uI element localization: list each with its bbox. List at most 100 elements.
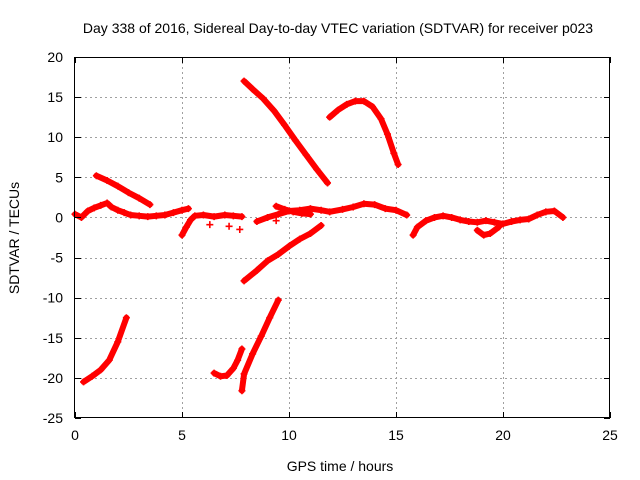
data-point <box>92 172 100 180</box>
data-point <box>238 213 246 221</box>
x-tick-label: 0 <box>71 427 79 443</box>
series-arc-13 <box>473 223 503 239</box>
data-point <box>392 206 400 214</box>
series-arc-3 <box>80 314 130 386</box>
data-point <box>240 277 248 285</box>
data-point <box>495 223 503 231</box>
data-point <box>146 201 154 209</box>
y-tick-label: 15 <box>47 89 63 105</box>
series-trace <box>80 314 130 385</box>
data-point <box>486 229 494 237</box>
data-point <box>135 194 143 202</box>
data-point <box>103 177 111 185</box>
y-tick-label: 0 <box>55 209 63 225</box>
x-tick-label: 25 <box>602 427 618 443</box>
isolated-data-point <box>225 222 233 230</box>
data-point <box>161 211 169 219</box>
series-trace <box>93 172 153 208</box>
y-tick-label: -10 <box>43 290 63 306</box>
data-point <box>114 206 122 214</box>
data-point <box>533 211 541 219</box>
data-point <box>360 200 368 208</box>
y-tick-label: 20 <box>47 49 63 65</box>
data-point <box>221 211 229 219</box>
data-series <box>71 77 567 395</box>
x-tick-label: 5 <box>178 427 186 443</box>
data-point <box>431 213 439 221</box>
data-point <box>448 213 456 221</box>
x-tick-label: 15 <box>388 427 404 443</box>
data-point <box>377 115 385 123</box>
data-point <box>274 296 282 304</box>
data-point <box>253 217 261 225</box>
series-trace <box>241 78 331 186</box>
data-point <box>125 189 132 197</box>
data-point <box>559 213 567 221</box>
data-point <box>249 350 257 358</box>
data-point <box>229 212 237 220</box>
data-point <box>90 204 98 212</box>
data-point <box>223 371 231 379</box>
data-point <box>317 206 325 214</box>
data-point <box>97 366 105 374</box>
data-point <box>313 165 321 173</box>
series-arc-5 <box>210 345 246 380</box>
data-point <box>349 203 357 211</box>
series-arc-10 <box>272 202 314 218</box>
data-point <box>499 220 507 228</box>
y-axis: -25 -20 -15 -10 -5 0 5 10 15 20 <box>43 49 610 426</box>
data-point <box>103 199 111 207</box>
data-point <box>289 208 297 216</box>
data-point <box>274 250 282 258</box>
data-point <box>296 235 304 243</box>
x-axis: 0 5 10 15 20 25 <box>71 57 618 443</box>
data-point <box>343 100 351 108</box>
data-point <box>274 210 282 218</box>
data-point <box>135 212 143 220</box>
data-point <box>403 211 411 219</box>
data-point <box>178 231 186 239</box>
data-point <box>480 231 488 239</box>
data-point <box>422 217 430 225</box>
y-tick-label: 5 <box>55 169 63 185</box>
data-point <box>257 332 265 340</box>
data-point <box>234 356 242 364</box>
series-trace <box>326 98 402 168</box>
data-point <box>169 209 177 217</box>
data-point <box>182 223 190 231</box>
y-tick-label: -20 <box>43 370 63 386</box>
data-point <box>368 103 376 111</box>
y-tick-label: -5 <box>51 250 64 266</box>
data-point <box>238 387 246 395</box>
data-point <box>281 205 289 213</box>
data-point <box>334 106 342 114</box>
y-tick-label: 10 <box>47 129 63 145</box>
data-point <box>351 97 359 105</box>
data-point <box>120 209 128 217</box>
y-tick-label: -25 <box>43 410 63 426</box>
x-axis-label: GPS time / hours <box>287 458 394 474</box>
data-point <box>240 77 248 85</box>
x-tick-label: 10 <box>281 427 297 443</box>
data-point <box>264 257 272 265</box>
data-point <box>371 201 379 209</box>
data-point <box>272 202 280 210</box>
data-point <box>326 113 334 121</box>
series-arc-7 <box>240 77 332 187</box>
data-point <box>210 369 218 377</box>
data-point <box>152 212 160 220</box>
data-point <box>114 182 122 190</box>
data-point <box>97 201 105 209</box>
data-point <box>210 213 218 221</box>
data-point <box>439 212 447 220</box>
data-point <box>542 208 550 216</box>
data-point <box>107 203 115 211</box>
data-point <box>473 218 481 226</box>
data-point <box>187 216 195 224</box>
data-point <box>490 218 498 226</box>
data-point <box>409 231 417 239</box>
data-point <box>84 207 92 215</box>
data-point <box>184 205 192 213</box>
series-arc-9 <box>253 200 411 225</box>
data-point <box>306 210 314 218</box>
